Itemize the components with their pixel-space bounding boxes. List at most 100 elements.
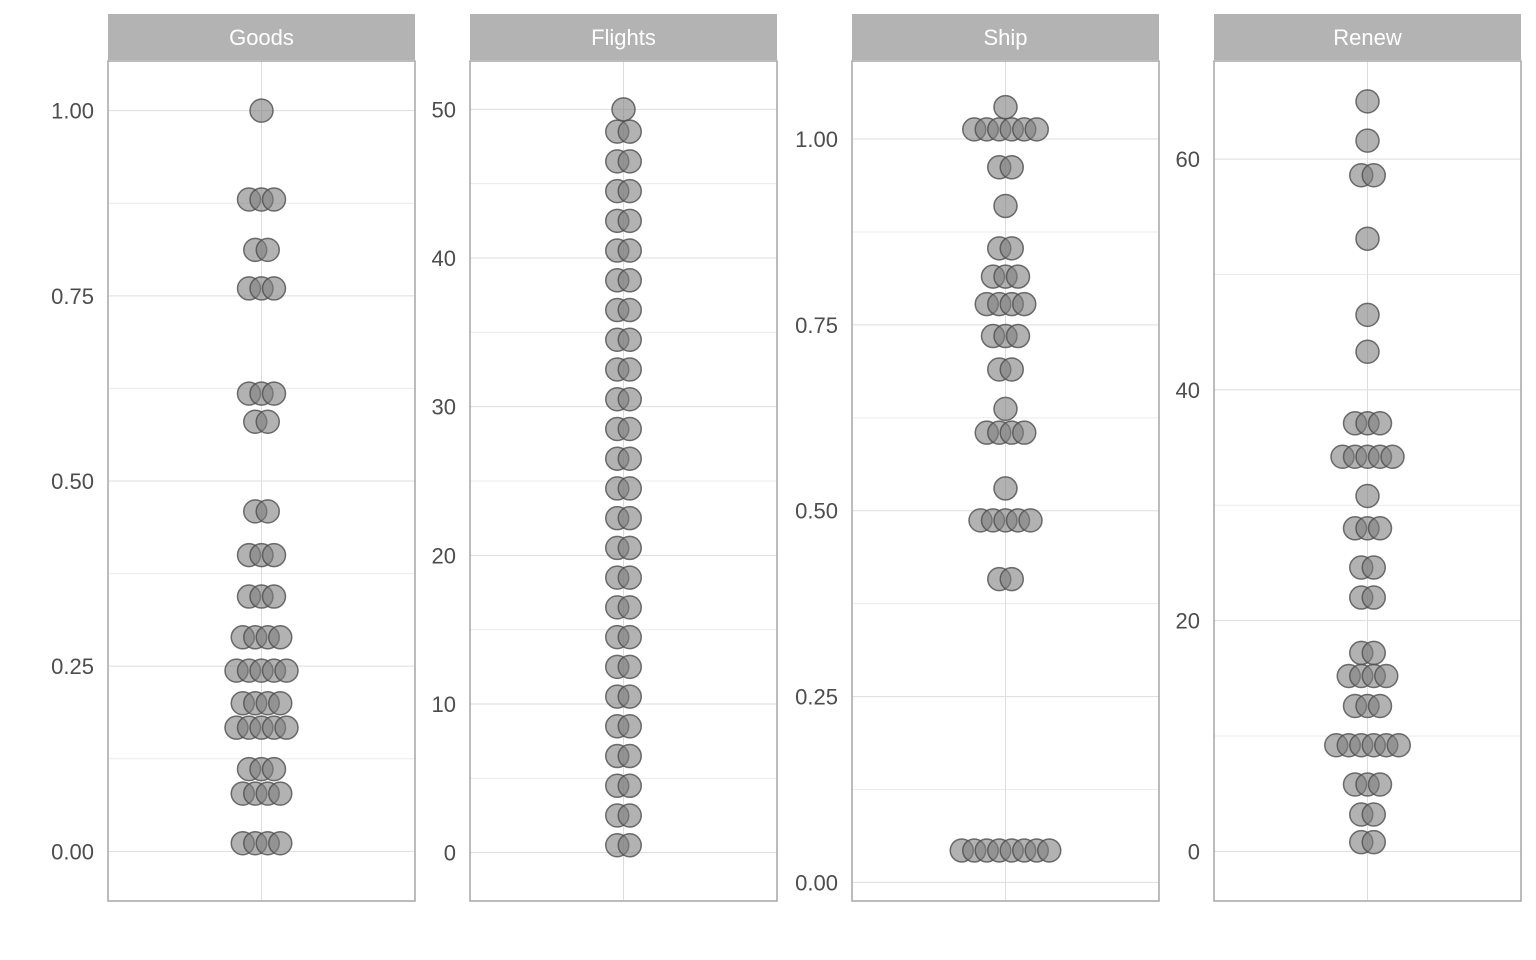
data-dot bbox=[617, 714, 642, 739]
y-tick-label: 40 bbox=[1176, 378, 1200, 403]
data-dot bbox=[255, 237, 280, 263]
data-dot bbox=[617, 178, 642, 204]
data-dot bbox=[1355, 89, 1380, 114]
data-dot bbox=[1361, 802, 1386, 827]
data-dot bbox=[255, 499, 280, 524]
data-dot bbox=[1386, 732, 1411, 758]
data-dot bbox=[617, 803, 642, 828]
data-dot bbox=[1367, 772, 1393, 797]
data-dot bbox=[993, 193, 1018, 219]
y-tick-label: 0.50 bbox=[51, 469, 94, 494]
y-tick-label: 50 bbox=[432, 97, 456, 122]
data-dot bbox=[1367, 411, 1393, 436]
data-dot bbox=[268, 625, 293, 650]
y-tick-label: 30 bbox=[432, 395, 456, 420]
y-tick-label: 1.00 bbox=[795, 127, 838, 152]
data-dot bbox=[617, 535, 642, 561]
panel-ship: Ship 0.00 0.25 0.50 0.75 1.00 bbox=[795, 14, 1160, 902]
data-dot bbox=[1361, 585, 1386, 610]
facet-label: Flights bbox=[591, 25, 656, 50]
panel-border bbox=[851, 60, 1160, 902]
y-tick-label: 0.50 bbox=[795, 499, 838, 524]
data-dot bbox=[261, 276, 287, 301]
data-dot bbox=[1018, 508, 1043, 533]
data-dot bbox=[617, 565, 642, 590]
facet-label: Ship bbox=[983, 25, 1027, 50]
data-dot bbox=[617, 624, 642, 650]
data-dot bbox=[1005, 323, 1031, 349]
data-dot bbox=[617, 119, 642, 144]
y-tick-label: 0.00 bbox=[795, 870, 838, 895]
data-dot bbox=[1367, 516, 1393, 541]
data-dot bbox=[617, 743, 642, 769]
panel-flights: Flights 0 10 20 30 40 50 bbox=[432, 14, 778, 902]
data-dot bbox=[1355, 339, 1380, 365]
data-dot bbox=[1355, 226, 1380, 251]
data-dot bbox=[1361, 640, 1386, 666]
y-tick-label: 0 bbox=[444, 841, 456, 866]
data-dot bbox=[1355, 128, 1380, 153]
facet-strip bbox=[1214, 14, 1521, 60]
data-dot bbox=[1374, 663, 1399, 689]
data-dot bbox=[261, 584, 287, 609]
data-dot bbox=[255, 409, 280, 434]
y-tick-label: 60 bbox=[1176, 147, 1200, 172]
facet-strip bbox=[852, 14, 1159, 60]
panel-border bbox=[107, 60, 416, 902]
data-dot bbox=[1024, 117, 1049, 142]
y-tick-label: 1.00 bbox=[51, 99, 94, 124]
data-dot bbox=[1037, 838, 1062, 863]
data-dot bbox=[261, 542, 287, 568]
data-dot bbox=[993, 476, 1018, 501]
y-tick-label: 0.75 bbox=[51, 284, 94, 309]
data-dot bbox=[617, 208, 642, 234]
data-dot bbox=[617, 684, 642, 709]
panel-renew: Renew 0 20 40 60 bbox=[1176, 14, 1522, 902]
data-dot bbox=[268, 690, 293, 716]
data-dot bbox=[617, 357, 642, 382]
data-dot bbox=[1361, 555, 1386, 580]
data-dot bbox=[993, 94, 1018, 120]
data-dot bbox=[617, 505, 642, 531]
data-dot bbox=[1361, 829, 1386, 855]
y-tick-label: 0.25 bbox=[795, 685, 838, 710]
data-dot bbox=[617, 446, 642, 471]
data-dot bbox=[261, 756, 287, 782]
panel-goods: Goods 0.00 0.25 0.50 0.75 1.00 bbox=[51, 14, 416, 902]
data-dot bbox=[999, 357, 1024, 382]
data-dot bbox=[274, 658, 299, 683]
panel-border bbox=[1213, 60, 1522, 902]
y-tick-label: 0.75 bbox=[795, 313, 838, 338]
data-dot bbox=[617, 238, 642, 263]
data-dot bbox=[617, 386, 642, 412]
facet-label: Renew bbox=[1333, 25, 1402, 50]
data-dot bbox=[1367, 693, 1393, 719]
data-dot bbox=[249, 98, 274, 123]
y-tick-label: 0.25 bbox=[51, 654, 94, 679]
data-dot bbox=[617, 416, 642, 442]
data-dot bbox=[999, 236, 1024, 261]
data-dot bbox=[261, 187, 287, 212]
data-dot bbox=[268, 781, 293, 806]
data-dot bbox=[261, 381, 287, 406]
facet-strip bbox=[470, 14, 777, 60]
data-dot bbox=[999, 155, 1024, 180]
data-dot bbox=[617, 149, 642, 174]
data-dot bbox=[999, 566, 1024, 592]
data-dot bbox=[1355, 302, 1380, 328]
data-dot bbox=[617, 297, 642, 323]
data-dot bbox=[1361, 162, 1386, 188]
facet-label: Goods bbox=[229, 25, 294, 50]
data-dot bbox=[617, 327, 642, 353]
data-dot bbox=[1012, 420, 1037, 445]
panel-border bbox=[469, 60, 778, 902]
data-dot bbox=[1355, 483, 1380, 509]
data-dot bbox=[617, 268, 642, 293]
data-dot bbox=[617, 773, 642, 799]
data-dot bbox=[617, 654, 642, 680]
y-tick-label: 0 bbox=[1188, 839, 1200, 864]
data-dot bbox=[617, 476, 642, 501]
data-dot bbox=[1012, 291, 1037, 317]
data-dot bbox=[1380, 444, 1405, 470]
